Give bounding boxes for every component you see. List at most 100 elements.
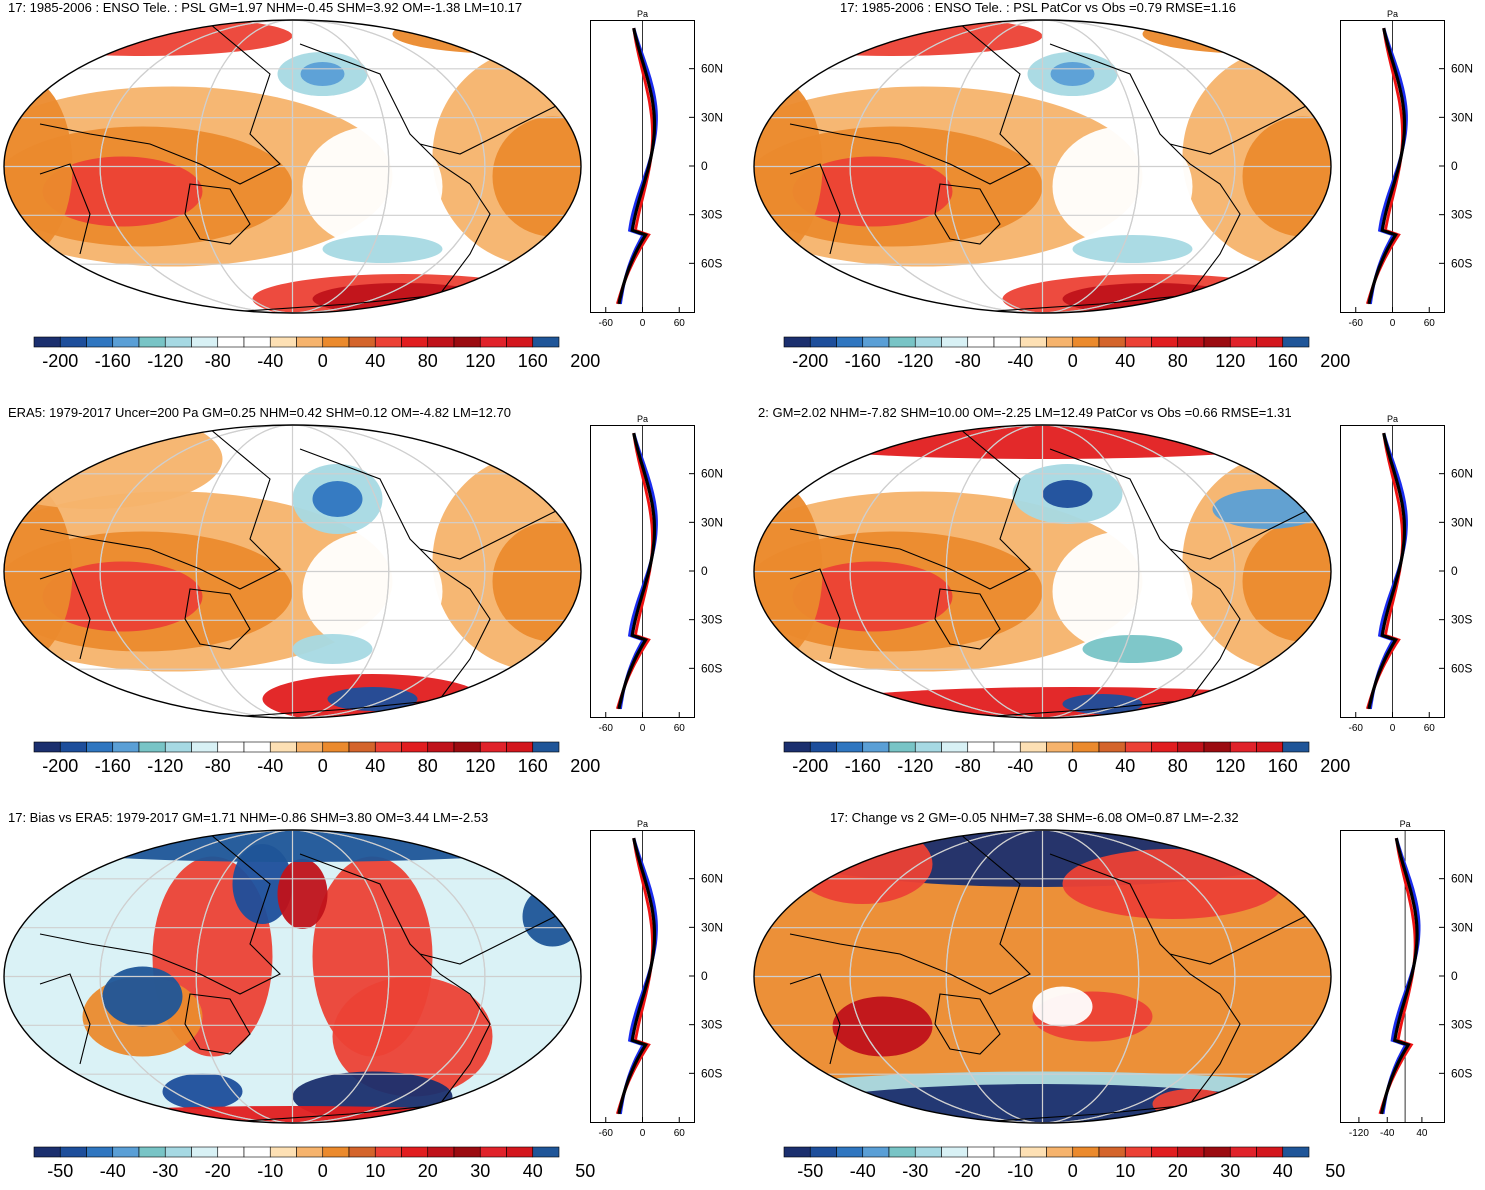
- colorbar-swatches: [33, 336, 560, 348]
- panel-p2: 17: 1985-2006 : ENSO Tele. : PSL PatCor …: [750, 0, 1485, 380]
- zonal-x-tick-label: -120: [1349, 1128, 1369, 1139]
- zonal-x-tick-label: -60: [1349, 318, 1364, 329]
- colorbar-label: 0: [1068, 756, 1078, 777]
- robinson-map: [0, 419, 585, 724]
- colorbar-label: -160: [95, 351, 131, 372]
- zonal-lat-label: 30S: [701, 208, 722, 222]
- panel-title: 17: 1985-2006 : ENSO Tele. : PSL PatCor …: [840, 0, 1236, 15]
- colorbar-label: -120: [147, 756, 183, 777]
- zonal-x-tick-label: -60: [1349, 723, 1364, 734]
- colorbar-label: 50: [575, 1161, 595, 1182]
- colorbar-label: -40: [850, 1161, 876, 1182]
- panel-p4: 2: GM=2.02 NHM=-7.82 SHM=10.00 OM=-2.25 …: [750, 405, 1485, 785]
- zonal-lat-label: 0: [701, 564, 708, 578]
- colorbar-label: 200: [570, 351, 600, 372]
- colorbar-label: -80: [955, 351, 981, 372]
- zonal-lat-label: 60S: [1451, 661, 1472, 675]
- zonal-lat-label: 60N: [701, 872, 723, 886]
- zonal-x-tick-label: 0: [640, 1128, 646, 1139]
- panel-p6: 17: Change vs 2 GM=-0.05 NHM=7.38 SHM=-6…: [750, 810, 1485, 1190]
- zonal-lat-label: 60N: [1451, 62, 1473, 76]
- colorbar-label: 200: [1320, 351, 1350, 372]
- colorbar-label: -40: [1007, 351, 1033, 372]
- colorbar-label: -50: [797, 1161, 823, 1182]
- colorbar-label: 40: [1115, 351, 1135, 372]
- colorbar-label: 80: [418, 756, 438, 777]
- panel-title: 2: GM=2.02 NHM=-7.82 SHM=10.00 OM=-2.25 …: [758, 405, 1292, 420]
- colorbar-label: 80: [418, 351, 438, 372]
- colorbar-label: 40: [1115, 756, 1135, 777]
- robinson-map: [750, 419, 1335, 724]
- colorbar-label: 0: [1068, 351, 1078, 372]
- zonal-x-tick-label: -60: [599, 1128, 614, 1139]
- colorbar-label: 40: [365, 351, 385, 372]
- panel-title: 17: 1985-2006 : ENSO Tele. : PSL GM=1.97…: [8, 0, 522, 15]
- robinson-map: [750, 14, 1335, 319]
- colorbar-swatches: [33, 741, 560, 753]
- zonal-x-tick-label: 0: [640, 318, 646, 329]
- zonal-lat-label: 0: [1451, 969, 1458, 983]
- zonal-x-tick-label: 60: [1424, 723, 1436, 734]
- colorbar-label: 160: [1268, 351, 1298, 372]
- zonal-lat-label: 30S: [701, 1018, 722, 1032]
- zonal-unit-label: Pa: [637, 10, 648, 19]
- zonal-lat-label: 60S: [701, 1066, 722, 1080]
- zonal-x-tick-label: 0: [1390, 318, 1396, 329]
- colorbar-label: 120: [1215, 756, 1245, 777]
- zonal-x-tick-label: 0: [640, 723, 646, 734]
- colorbar-label: -200: [42, 756, 78, 777]
- colorbar-label: 120: [465, 351, 495, 372]
- zonal-unit-label: Pa: [637, 415, 648, 424]
- colorbar-label: 160: [1268, 756, 1298, 777]
- colorbar-label: 80: [1168, 756, 1188, 777]
- zonal-unit-label: Pa: [1400, 820, 1411, 829]
- zonal-x-tick-label: 60: [674, 318, 686, 329]
- zonal-lat-label: 60S: [1451, 256, 1472, 270]
- zonal-x-tick-label: 40: [1416, 1128, 1428, 1139]
- colorbar-label: 0: [318, 351, 328, 372]
- colorbar-label: -120: [897, 351, 933, 372]
- zonal-lat-label: 30N: [1451, 920, 1473, 934]
- panel-title: 17: Bias vs ERA5: 1979-2017 GM=1.71 NHM=…: [8, 810, 488, 825]
- zonal-lat-label: 30N: [701, 515, 723, 529]
- colorbar-label: -160: [845, 351, 881, 372]
- zonal-lat-label: 30S: [1451, 1018, 1472, 1032]
- zonal-lat-label: 30S: [1451, 208, 1472, 222]
- panel-p1: 17: 1985-2006 : ENSO Tele. : PSL GM=1.97…: [0, 0, 735, 380]
- colorbar-label: 40: [523, 1161, 543, 1182]
- colorbar-label: -80: [955, 756, 981, 777]
- zonal-x-tick-label: 60: [1424, 318, 1436, 329]
- colorbar-label: -10: [257, 1161, 283, 1182]
- colorbar-swatches: [783, 741, 1310, 753]
- colorbar-label: 50: [1325, 1161, 1345, 1182]
- colorbar-label: -30: [902, 1161, 928, 1182]
- zonal-lat-label: 60S: [701, 661, 722, 675]
- colorbar-label: -200: [42, 351, 78, 372]
- zonal-x-tick-label: 60: [674, 1128, 686, 1139]
- zonal-lat-label: 30N: [701, 920, 723, 934]
- panel-title: 17: Change vs 2 GM=-0.05 NHM=7.38 SHM=-6…: [830, 810, 1239, 825]
- zonal-x-tick-label: 0: [1390, 723, 1396, 734]
- colorbar-swatches: [783, 1146, 1310, 1158]
- zonal-x-tick-label: -40: [1380, 1128, 1395, 1139]
- zonal-lat-label: 60N: [1451, 872, 1473, 886]
- colorbar-label: -40: [257, 351, 283, 372]
- colorbar-label: -160: [95, 756, 131, 777]
- zonal-lat-label: 30S: [701, 613, 722, 627]
- colorbar-label: -200: [792, 756, 828, 777]
- zonal-unit-label: Pa: [1387, 10, 1398, 19]
- colorbar-label: 120: [1215, 351, 1245, 372]
- robinson-map: [0, 14, 585, 319]
- colorbar-label: -80: [205, 351, 231, 372]
- colorbar-label: 30: [1220, 1161, 1240, 1182]
- colorbar-label: 20: [418, 1161, 438, 1182]
- zonal-lat-label: 0: [701, 159, 708, 173]
- zonal-lat-label: 60N: [701, 467, 723, 481]
